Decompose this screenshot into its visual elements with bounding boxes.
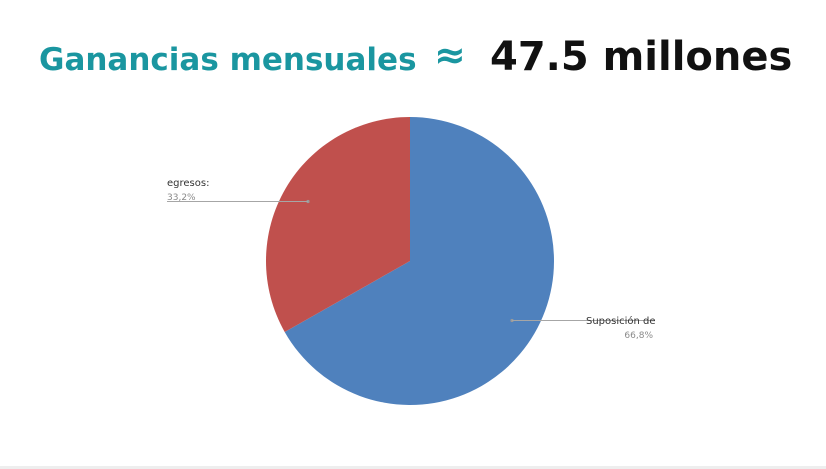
slide-heading: Ganancias mensuales ≈ 47.5 millones	[0, 30, 826, 90]
heading-title: Ganancias mensuales	[39, 42, 417, 78]
approx-symbol: ≈	[434, 33, 466, 77]
pie-slice	[266, 117, 410, 332]
pie-slice	[284, 117, 554, 405]
heading-value: 47.5 millones	[490, 34, 793, 80]
bottom-edge	[0, 466, 826, 469]
slice-label: Suposición de	[586, 315, 656, 327]
pie-slices	[266, 117, 554, 405]
slice-percent: 66,8%	[624, 331, 653, 341]
pie-callouts: Suposición de 66,8% egresos: 33,2%	[167, 178, 656, 341]
slice-label: egresos:	[167, 178, 209, 189]
slice-percent: 33,2%	[167, 193, 196, 203]
